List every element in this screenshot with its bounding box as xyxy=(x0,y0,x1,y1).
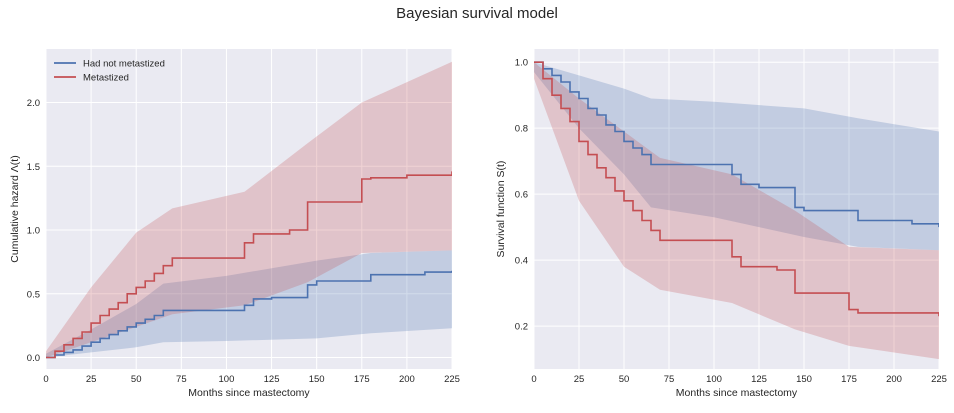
confidence-band-not-metastized xyxy=(534,62,939,251)
x-tick-label: 200 xyxy=(399,374,415,385)
y-axis-label: Cumulative hazard Λ(t) xyxy=(9,155,21,262)
y-tick-label: 1.5 xyxy=(27,162,40,173)
series-line-metastized xyxy=(46,171,452,359)
x-tick-label: 175 xyxy=(354,374,370,385)
y-tick-label: 0.2 xyxy=(515,322,528,333)
series-line-not-metastized xyxy=(534,61,939,228)
y-tick-label: 0.5 xyxy=(27,289,40,300)
x-axis-label: Months since mastectomy xyxy=(188,387,310,399)
plot-area xyxy=(534,49,939,369)
confidence-band-metastized xyxy=(534,62,939,360)
y-tick-label: 0.6 xyxy=(515,190,528,201)
y-tick-label: 1.0 xyxy=(515,58,528,69)
x-tick-label: 100 xyxy=(706,374,722,385)
x-tick-label: 100 xyxy=(219,374,235,385)
x-tick-label: 175 xyxy=(841,374,857,385)
x-tick-label: 225 xyxy=(444,374,460,385)
x-tick-label: 150 xyxy=(309,374,325,385)
x-tick-label: 225 xyxy=(931,374,947,385)
x-tick-label: 25 xyxy=(574,374,585,385)
legend-label: Metastized xyxy=(83,73,129,84)
series-line-metastized xyxy=(534,61,939,317)
x-axis-label: Months since mastectomy xyxy=(676,387,798,399)
x-tick-label: 50 xyxy=(619,374,630,385)
series-line-not-metastized xyxy=(46,270,452,359)
y-tick-label: 1.0 xyxy=(27,226,40,237)
confidence-band-metastized xyxy=(46,61,452,358)
x-tick-label: 25 xyxy=(86,374,97,385)
series-group xyxy=(534,61,939,360)
y-tick-label: 0.0 xyxy=(27,353,40,364)
x-tick-label: 75 xyxy=(664,374,675,385)
x-tick-label: 50 xyxy=(131,374,142,385)
x-tick-label: 125 xyxy=(264,374,280,385)
x-tick-label: 150 xyxy=(796,374,812,385)
confidence-band-not-metastized xyxy=(46,250,452,358)
figure-title: Bayesian survival model xyxy=(396,5,558,22)
x-tick-label: 0 xyxy=(43,374,48,385)
y-tick-label: 0.4 xyxy=(515,256,528,267)
legend: Had not metastized Metastized xyxy=(54,59,165,84)
legend-label: Had not metastized xyxy=(83,59,165,70)
x-tick-label: 75 xyxy=(176,374,187,385)
series-group xyxy=(46,61,452,359)
x-tick-label: 0 xyxy=(531,374,536,385)
x-tick-label: 200 xyxy=(886,374,902,385)
chart-panel-1: 0 25 50 75 100 125 150 175 200 225 0.0 0.5 1.0 1.5 2.0… xyxy=(9,49,460,399)
y-tick-label: 0.8 xyxy=(515,124,528,135)
chart-panel-2: 0 25 50 75 100 125 150 175 200 225 0.2 0.4 0.6 0.8 1.0… xyxy=(495,49,947,399)
y-axis-label: Survival function S(t) xyxy=(495,161,507,258)
y-tick-label: 2.0 xyxy=(27,98,40,109)
x-tick-label: 125 xyxy=(751,374,767,385)
